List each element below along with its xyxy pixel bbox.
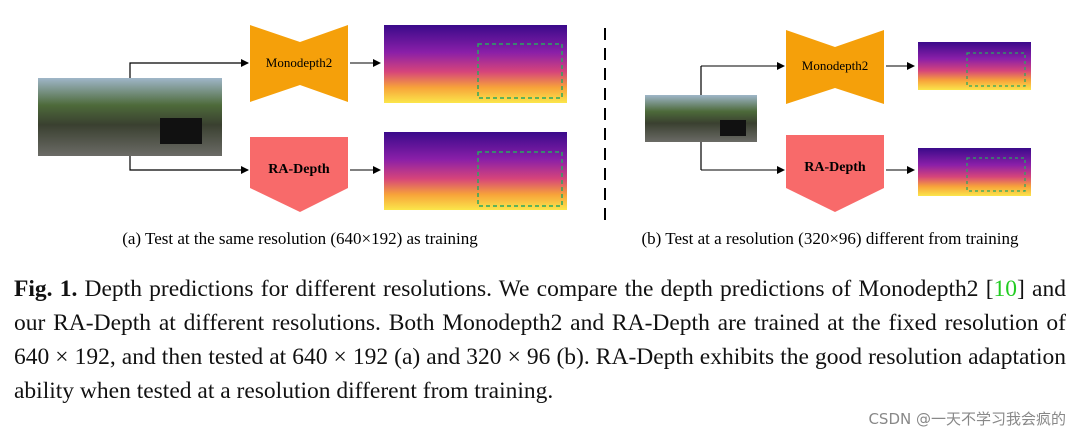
panel-a: Monodepth2 RA-Depth (a) Test at the same… <box>38 25 567 248</box>
caption-text: Depth predictions for different resoluti… <box>84 276 994 302</box>
net-shape <box>250 25 348 102</box>
panel-b: Monodepth2 RA-Depth (b) Test at a resolu… <box>642 30 1031 248</box>
input-image <box>38 78 222 156</box>
depth-map <box>384 132 567 210</box>
net-label: RA-Depth <box>804 160 866 175</box>
highlight-box <box>477 43 563 99</box>
net-shape <box>786 30 884 104</box>
highlight-box <box>477 151 563 207</box>
depth-map <box>384 25 567 103</box>
panel-caption: (a) Test at the same resolution (640×192… <box>122 229 478 248</box>
net-shape <box>250 137 348 212</box>
highlight-box <box>966 52 1026 87</box>
net-label: Monodepth2 <box>266 55 332 70</box>
watermark: CSDN @一天不学习我会疯的 <box>868 408 1066 429</box>
caption-label: Fig. 1. <box>14 276 78 302</box>
car <box>160 118 202 144</box>
citation[interactable]: 10 <box>993 276 1018 302</box>
depth-map <box>918 42 1031 90</box>
figure: Monodepth2 RA-Depth (a) Test at the same… <box>38 25 1031 248</box>
net-label: Monodepth2 <box>802 58 868 73</box>
figure-caption: Fig. 1. Depth predictions for different … <box>14 272 1066 408</box>
highlight-box <box>966 157 1026 192</box>
caption-text: ] and our RA-Depth at different resoluti… <box>14 276 1066 404</box>
car <box>720 120 746 136</box>
net-shape <box>786 135 884 212</box>
net-label: RA-Depth <box>268 162 330 177</box>
depth-map <box>918 148 1031 196</box>
panel-caption: (b) Test at a resolution (320×96) differ… <box>642 229 1019 248</box>
